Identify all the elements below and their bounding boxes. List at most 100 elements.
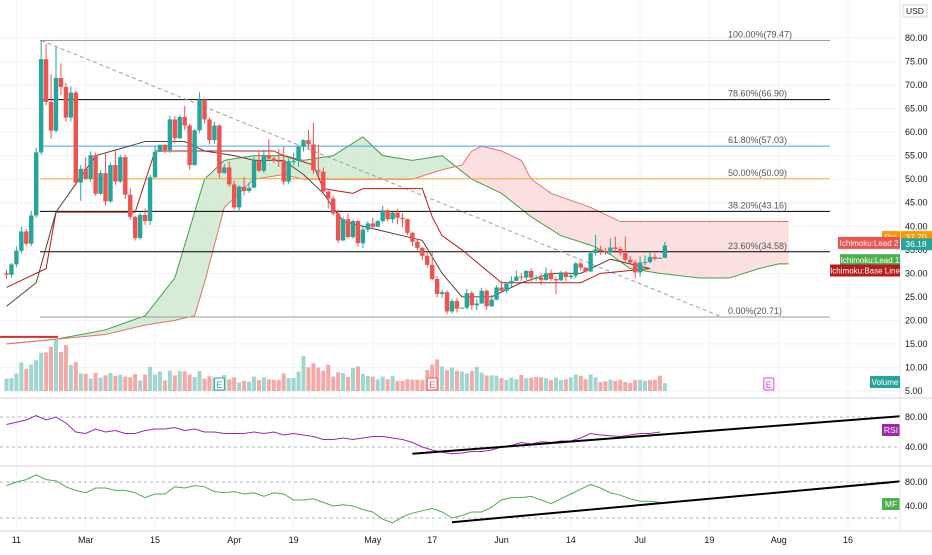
time-tick: Apr [227, 535, 241, 545]
fib-label: 38.20%(43.16) [728, 200, 787, 210]
cloud-segment [482, 146, 487, 186]
candle-body [415, 242, 419, 248]
volume-bar [153, 375, 157, 391]
volume-bar [118, 375, 122, 391]
candle-body [593, 249, 597, 253]
volume-bar [346, 377, 350, 391]
candle-body [405, 219, 409, 233]
volume-bar [653, 380, 657, 391]
cloud-segment [690, 222, 695, 278]
price-tick: 40.00 [905, 221, 928, 231]
volume-bar [69, 365, 73, 391]
candle-body [430, 265, 434, 279]
candle-body [346, 219, 350, 237]
candle-body [653, 257, 657, 259]
candle-body [529, 271, 533, 278]
candle-body [306, 140, 310, 144]
candle-body [336, 214, 340, 241]
candle-body [648, 257, 652, 262]
cloud-segment [566, 199, 571, 239]
candle-body [29, 215, 33, 243]
oscillator-line [7, 416, 660, 454]
cloud-segment [200, 179, 205, 299]
cloud-segment [244, 156, 249, 188]
volume-bar [336, 372, 340, 391]
cloud-segment [650, 222, 655, 273]
cloud-segment [655, 222, 660, 274]
volume-bar [306, 367, 310, 391]
volume-bar [302, 356, 306, 391]
volume-bar [544, 378, 548, 391]
lead2-badge-text: Ichimoku:Lead 2 [840, 239, 899, 248]
oscillator-tick: 80.00 [905, 477, 928, 487]
candle-body [435, 279, 439, 294]
cloud-segment [338, 149, 343, 179]
volume-bar [29, 364, 33, 391]
candle-body [579, 263, 583, 267]
volume-bar [183, 372, 187, 392]
candle-body [569, 276, 573, 277]
candle-body [534, 278, 538, 279]
oscillator-tick: 80.00 [905, 412, 928, 422]
cloud-segment [695, 222, 700, 278]
volume-bar [371, 377, 375, 391]
cloud-segment [556, 195, 561, 236]
volume-bar [579, 376, 583, 391]
volume-bar [519, 375, 523, 391]
candle-body [227, 167, 231, 184]
volume-bar [613, 381, 617, 391]
volume-bar [292, 378, 296, 391]
oscillator-tick: 40.00 [905, 501, 928, 511]
volume-bar [410, 380, 414, 391]
candle-body [574, 263, 578, 275]
fib-label: 61.80%(57.03) [728, 135, 787, 145]
cloud-segment [714, 222, 719, 278]
candle-body [559, 272, 563, 280]
price-tick: 60.00 [905, 127, 928, 137]
cloud-segment [472, 149, 477, 182]
candle-body [138, 215, 142, 238]
candle-body [257, 161, 261, 171]
candle-body [470, 293, 474, 305]
candle-body [658, 258, 662, 259]
candle-body [247, 188, 251, 191]
candle-body [356, 221, 360, 243]
price-tick: 25.00 [905, 292, 928, 302]
candle-body [583, 268, 587, 272]
volume-bar [9, 378, 13, 391]
time-tick: Aug [771, 535, 787, 545]
currency-label: USD [906, 6, 924, 16]
candle-body [455, 301, 459, 309]
candle-body [163, 145, 167, 150]
candle-body [148, 177, 152, 221]
cloud-segment [506, 153, 511, 201]
volume-bar [341, 373, 345, 391]
cloud-segment [645, 222, 650, 272]
candle-body [93, 155, 97, 194]
candle-body [385, 210, 389, 219]
candle-body [286, 161, 290, 181]
candle-body [168, 119, 172, 150]
volume-bar [123, 377, 127, 391]
time-tick: 11 [12, 535, 21, 545]
volume-bar [282, 373, 286, 391]
candle-body [420, 248, 424, 256]
price-tick: 10.00 [905, 362, 928, 372]
candle-body [232, 184, 236, 207]
candle-body [9, 264, 13, 274]
volume-bar [19, 363, 23, 391]
candle-body [69, 93, 73, 118]
fib-label: 78.60%(66.90) [728, 89, 787, 99]
volume-bar [237, 382, 241, 391]
volume-bar [450, 368, 454, 391]
candle-body [410, 233, 414, 242]
volume-bar [559, 380, 563, 391]
candle-body [197, 100, 201, 131]
cloud-segment [214, 165, 219, 245]
candle-body [128, 195, 132, 217]
candle-body [628, 260, 632, 263]
